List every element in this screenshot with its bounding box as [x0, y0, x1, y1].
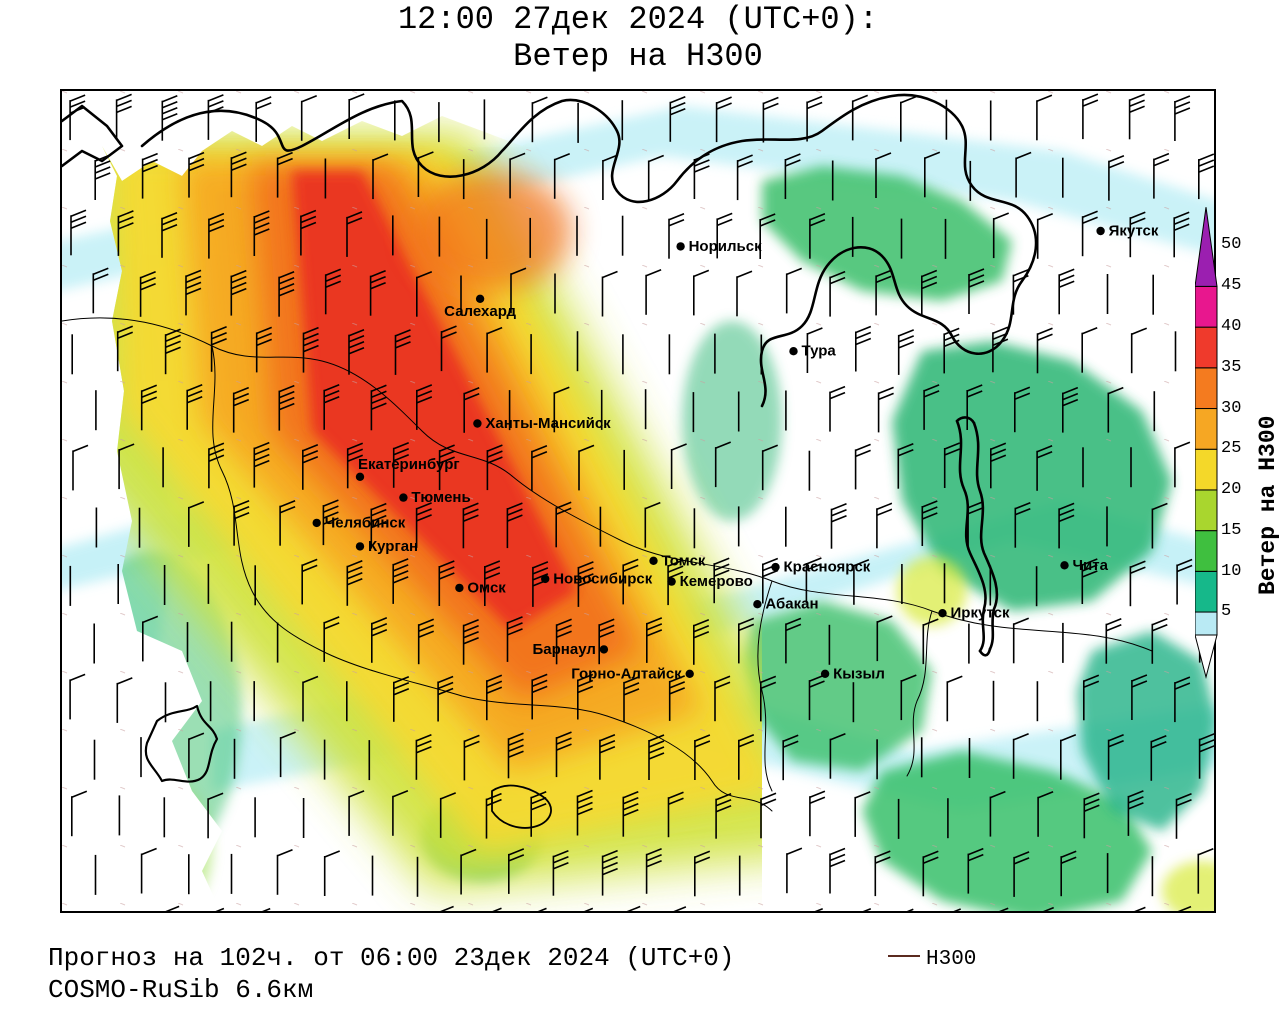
- svg-text:Кемерово: Кемерово: [680, 573, 753, 590]
- svg-text:Тура: Тура: [802, 343, 837, 360]
- svg-text:Чита: Чита: [1073, 557, 1109, 574]
- svg-text:Горно-Алтайск: Горно-Алтайск: [571, 665, 682, 682]
- svg-text:Екатеринбург: Екатеринбург: [358, 456, 460, 473]
- svg-text:Томск: Томск: [662, 552, 706, 569]
- svg-text:Красноярск: Красноярск: [784, 559, 871, 576]
- svg-text:Иркутск: Иркутск: [951, 605, 1010, 622]
- svg-text:Салехард: Салехард: [444, 303, 516, 320]
- svg-text:Омск: Омск: [467, 579, 506, 596]
- svg-text:Кызыл: Кызыл: [833, 665, 885, 682]
- svg-text:Тюмень: Тюмень: [411, 489, 470, 506]
- svg-text:Новосибирск: Новосибирск: [553, 570, 653, 587]
- svg-text:Норильск: Норильск: [689, 238, 762, 255]
- svg-text:Ханты-Мансийск: Ханты-Мансийск: [485, 415, 611, 432]
- svg-text:Якутск: Якутск: [1109, 223, 1159, 240]
- svg-text:Барнаул: Барнаул: [533, 641, 596, 658]
- svg-text:Курган: Курган: [368, 538, 418, 555]
- svg-text:Абакан: Абакан: [765, 596, 818, 613]
- svg-text:Челябинск: Челябинск: [325, 514, 406, 531]
